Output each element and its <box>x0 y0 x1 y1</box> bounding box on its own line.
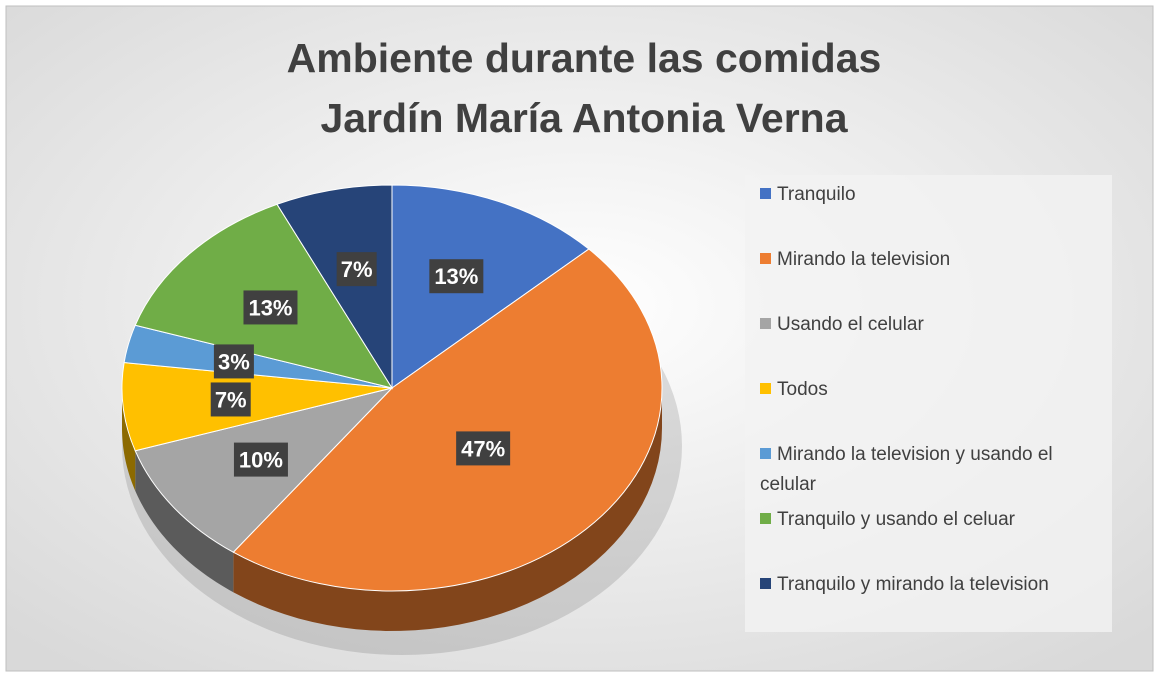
legend-item: Tranquilo y usando el celuar <box>760 505 1105 535</box>
data-label-text: 10% <box>239 448 283 473</box>
data-label: 7% <box>210 382 251 417</box>
legend-swatch <box>760 188 771 199</box>
data-label: 13% <box>243 290 298 325</box>
legend-swatch <box>760 383 771 394</box>
data-label: 47% <box>456 431 511 466</box>
data-label-text: 3% <box>218 349 250 374</box>
legend-item: Tranquilo y mirando la television <box>760 570 1105 600</box>
data-label-box <box>336 252 377 287</box>
pie-slice <box>276 184 393 390</box>
pie-side <box>135 450 234 593</box>
pie-slice <box>391 184 590 389</box>
data-label: 7% <box>336 252 377 287</box>
data-label-text: 7% <box>341 257 373 282</box>
chart-title: Jardín María Antonia Verna <box>320 95 848 141</box>
pie-side <box>122 388 136 491</box>
pie: 13% 47% 10% 7% 3% 13% 7% <box>121 184 682 655</box>
data-label-text: 47% <box>461 436 505 461</box>
data-label-text: 13% <box>248 295 292 320</box>
data-label-text: 13% <box>434 264 478 289</box>
legend-swatch <box>760 448 771 459</box>
legend-swatch <box>760 513 771 524</box>
chart-title: Ambiente durante las comidas <box>287 35 882 81</box>
legend-swatch <box>760 318 771 329</box>
legend-item: Todos <box>760 375 1105 405</box>
legend-swatch <box>760 253 771 264</box>
pie-slice <box>232 248 663 592</box>
data-label-box <box>233 442 288 477</box>
legend-box <box>745 175 1112 632</box>
legend-label: Tranquilo y mirando la television <box>777 574 1049 595</box>
data-label: 3% <box>213 344 254 379</box>
data-label: 13% <box>429 259 484 294</box>
pie-slice <box>121 362 393 452</box>
data-label-box <box>456 431 511 466</box>
data-label: 10% <box>233 442 288 477</box>
pie-side <box>233 388 663 631</box>
legend-label: Mirando la television y usando el celula… <box>760 444 1053 495</box>
data-label-box <box>243 290 298 325</box>
legend-label: Tranquilo <box>777 184 856 205</box>
legend-item: Mirando la television y usando el celula… <box>760 440 1105 500</box>
legend-item: Usando el celular <box>760 310 1105 340</box>
legend-swatch <box>760 578 771 589</box>
legend-item: Tranquilo <box>760 180 1105 210</box>
legend-item: Mirando la television <box>760 245 1105 275</box>
data-label-text: 7% <box>215 387 247 412</box>
legend-label: Todos <box>777 379 828 400</box>
data-label-box <box>213 344 254 379</box>
data-label-box <box>210 382 251 417</box>
legend-label: Tranquilo y usando el celuar <box>777 509 1015 530</box>
legend-label: Usando el celular <box>777 314 924 335</box>
legend-label: Mirando la television <box>777 249 951 270</box>
data-label-box <box>429 259 484 294</box>
